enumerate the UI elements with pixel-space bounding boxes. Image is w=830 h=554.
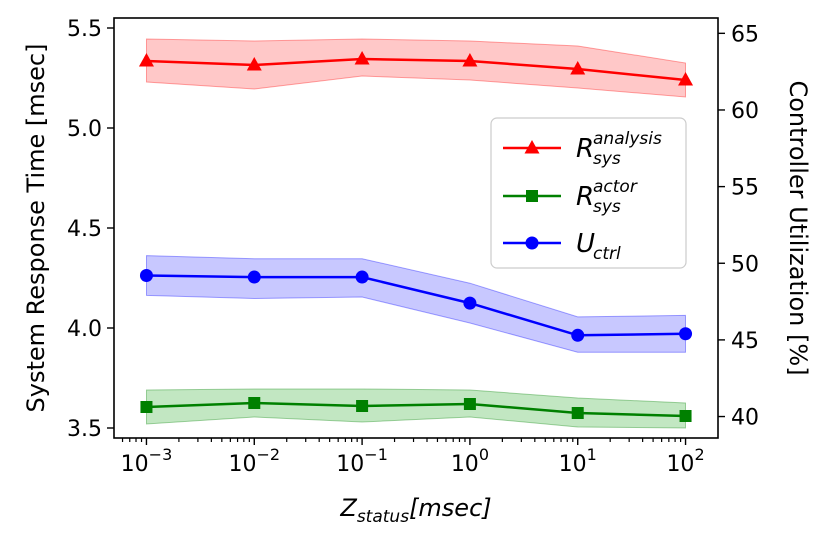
x-tick-base: 10 (666, 452, 694, 477)
legend-label-0: Ranalysis sys (576, 129, 662, 169)
y2-tick-label: 65 (731, 22, 759, 47)
y2-axis-label: Controller Utilization [%] (784, 80, 812, 375)
x-tick-exponent: −1 (364, 445, 388, 464)
data-point (678, 72, 694, 86)
x-tick-base: 10 (228, 452, 256, 477)
data-point (679, 410, 692, 422)
legend-marker (526, 190, 538, 202)
legend-label-1: Ractor sys (576, 177, 638, 217)
legend-subscript: sys (593, 197, 621, 217)
legend-box (490, 117, 687, 269)
x-tick-label: 10−1 (336, 445, 388, 477)
legend-marker (524, 140, 540, 154)
confidence-band-0 (146, 38, 686, 98)
x-label-main: Z (339, 494, 357, 522)
data-point (570, 61, 586, 75)
x-tick-label: 102 (666, 445, 704, 477)
legend-label-2: Uctrl (576, 229, 621, 264)
y2-tick-label: 40 (731, 406, 759, 431)
data-point (138, 53, 154, 67)
x-tick-base: 10 (336, 452, 364, 477)
y2-tick-label: 45 (731, 329, 759, 354)
y-axis-label: System Response Time [msec] (22, 44, 50, 413)
data-point (248, 397, 261, 409)
x-tick-exponent: −2 (256, 445, 280, 464)
data-point (462, 53, 478, 67)
data-point (354, 51, 370, 65)
confidence-band-2 (146, 255, 686, 353)
confidence-band-1 (146, 388, 686, 429)
x-tick-label: 101 (559, 445, 597, 477)
y2-tick-label: 60 (731, 99, 759, 124)
legend-main: R (576, 134, 594, 164)
data-point (247, 270, 261, 284)
legend-main: U (576, 229, 595, 259)
x-tick-label: 10−2 (228, 445, 280, 477)
x-tick-label: 10−3 (121, 445, 173, 477)
x-tick-base: 10 (559, 452, 587, 477)
data-point (246, 57, 262, 71)
x-label-unit: [msec] (409, 494, 492, 522)
series-line-0 (146, 57, 686, 82)
data-point (571, 407, 584, 419)
x-tick-exponent: −3 (149, 445, 173, 464)
x-tick-exponent: 0 (479, 445, 489, 464)
y2-tick-label: 50 (731, 252, 759, 277)
series-line-1 (146, 401, 686, 418)
data-point (463, 398, 476, 410)
data-point (571, 328, 585, 342)
x-tick-exponent: 1 (587, 445, 597, 464)
x-tick-base: 10 (451, 452, 479, 477)
data-point (463, 296, 477, 310)
data-point (356, 400, 369, 412)
data-point (355, 270, 369, 284)
y2-tick-label: 55 (731, 176, 759, 201)
x-tick-exponent: 2 (694, 445, 704, 464)
data-point (140, 401, 153, 413)
legend-marker (525, 236, 539, 250)
x-tick-base: 10 (121, 452, 149, 477)
x-tick-label: 100 (451, 445, 489, 477)
y-tick-label: 3.5 (67, 417, 102, 442)
legend-superscript: analysis (593, 129, 662, 149)
series-line-2 (146, 274, 686, 337)
x-label-subscript: status (357, 507, 409, 527)
legend-subscript: sys (593, 149, 621, 169)
legend-main: R (576, 182, 594, 212)
data-point (139, 269, 153, 283)
y-tick-label: 5.0 (67, 117, 102, 142)
y-tick-label: 4.0 (67, 317, 102, 342)
y-tick-label: 4.5 (67, 217, 102, 242)
x-axis-label: Zstatus[msec] (339, 494, 491, 527)
data-point (679, 327, 693, 341)
legend-subscript: ctrl (593, 244, 621, 264)
legend-superscript: actor (593, 177, 638, 197)
y-tick-label: 5.5 (67, 17, 102, 42)
